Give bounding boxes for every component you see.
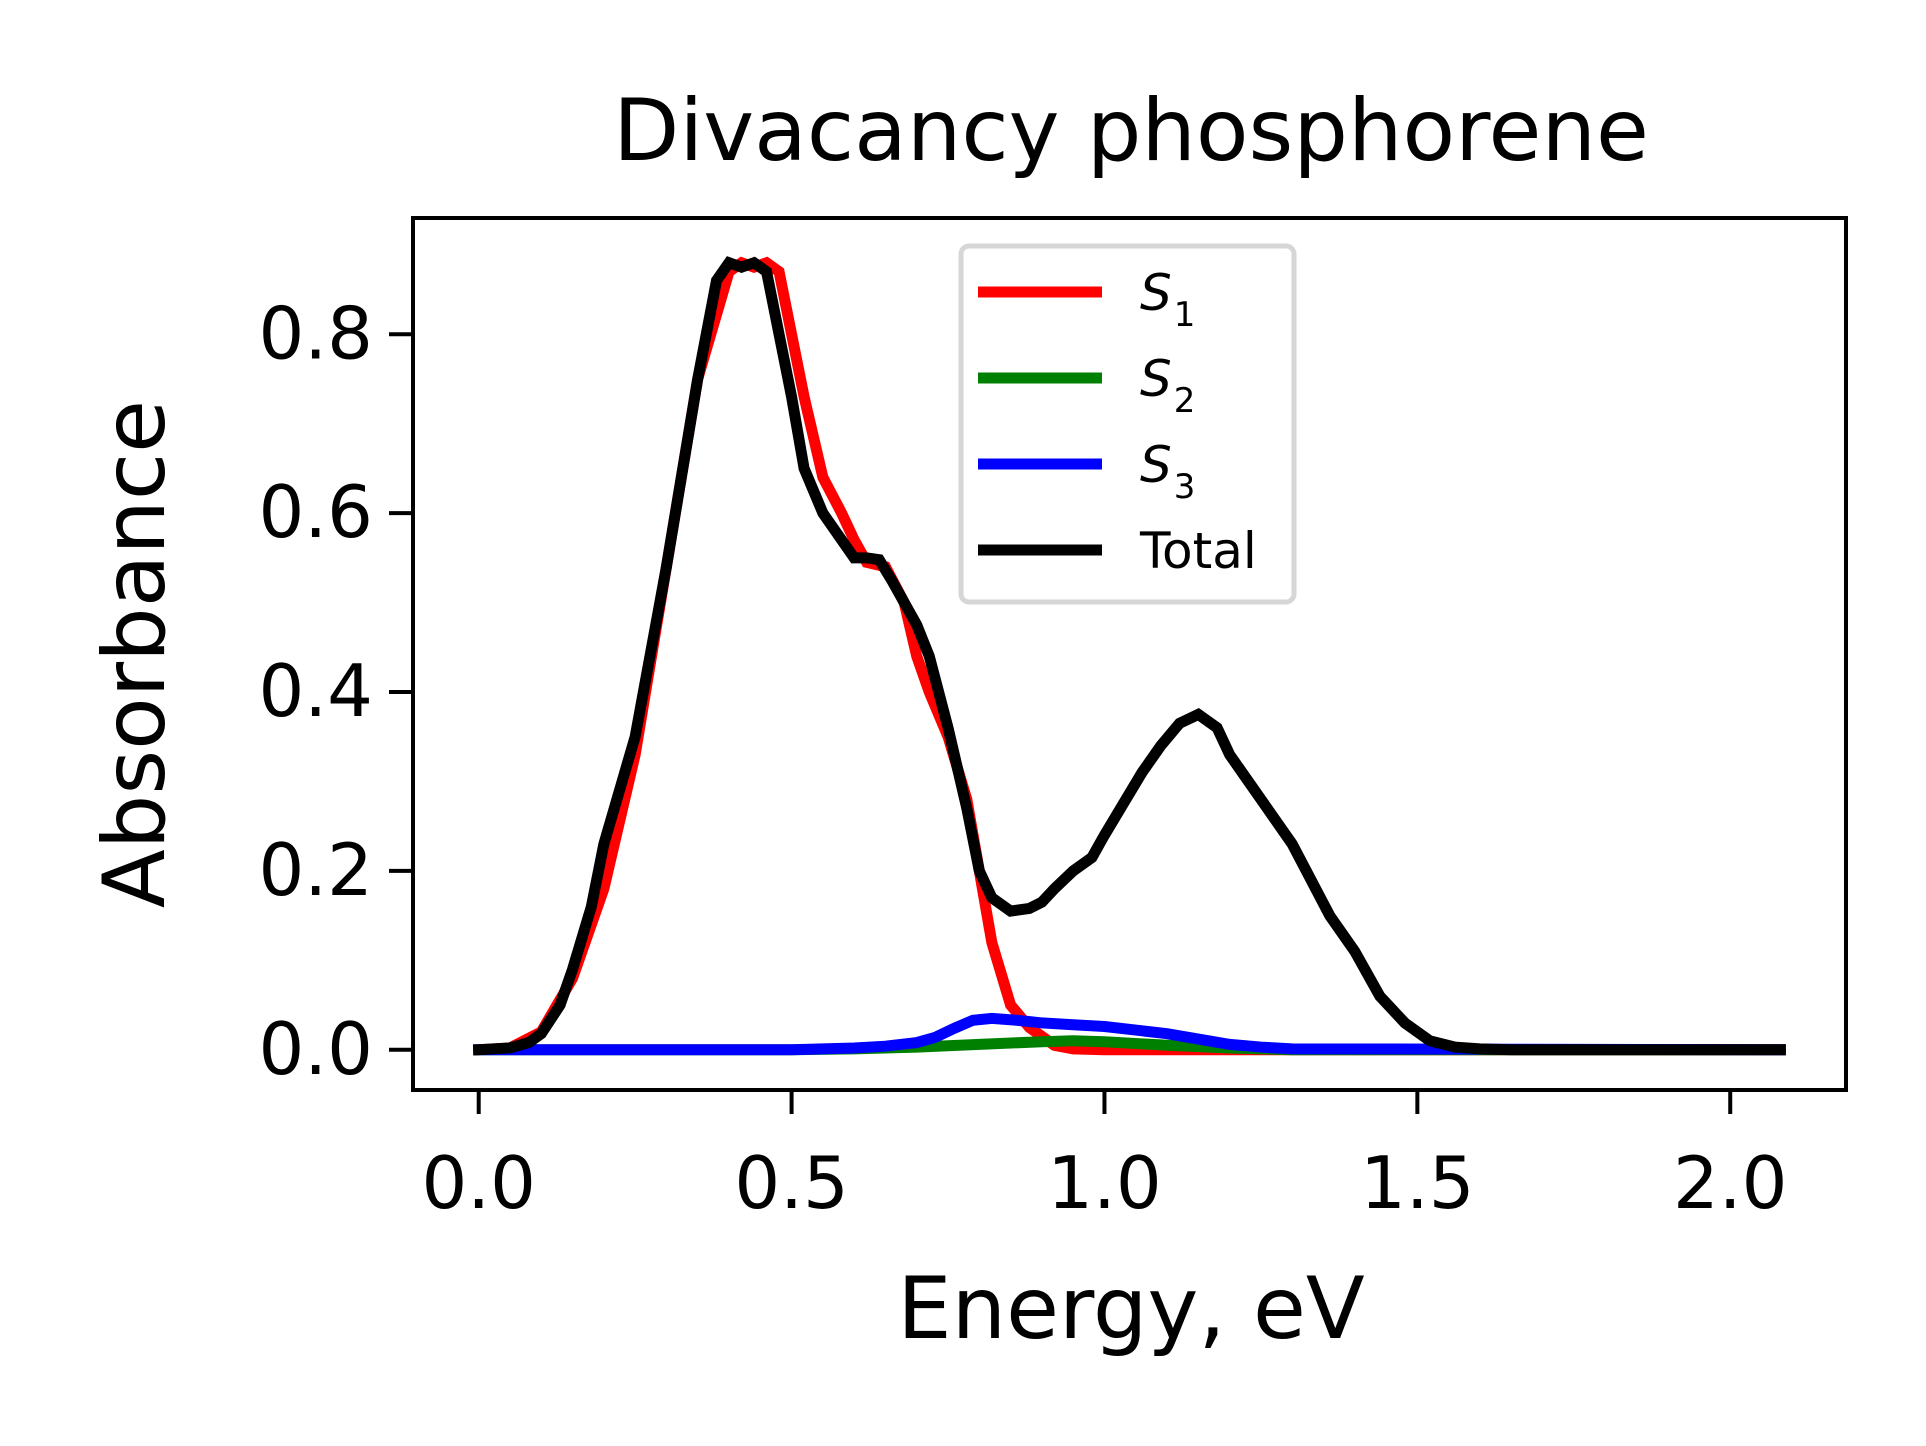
x-tick-label: 1.0 xyxy=(1047,1141,1162,1225)
legend-label-s2: S2 xyxy=(1140,350,1195,421)
legend-label-subscript: 1 xyxy=(1174,295,1196,335)
legend-label-subscript: 3 xyxy=(1174,467,1196,507)
series-line-s3 xyxy=(473,1012,1786,1056)
y-tick-label: 0.2 xyxy=(258,828,373,912)
legend-label-total: Total xyxy=(1139,522,1257,580)
y-axis: 0.0 0.2 0.4 0.6 0.8 xyxy=(258,291,413,1091)
y-tick-label: 0.0 xyxy=(258,1007,373,1091)
x-tick-label: 2.0 xyxy=(1673,1141,1788,1225)
legend-box xyxy=(958,243,1297,605)
plot-area: 0.0 0.5 1.0 1.5 2.0 0.0 0.2 0.4 0.6 0.8 xyxy=(258,216,1848,1225)
x-tick-label: 1.5 xyxy=(1360,1141,1475,1225)
x-axis: 0.0 0.5 1.0 1.5 2.0 xyxy=(421,1090,1787,1225)
x-axis-label: Energy, eV xyxy=(897,1259,1365,1359)
legend-label-subscript: 2 xyxy=(1174,381,1196,421)
y-axis-label: Absorbance xyxy=(85,400,185,908)
y-tick-label: 0.6 xyxy=(258,470,373,554)
series-line-total xyxy=(472,256,1786,1056)
chart-title: Divacancy phosphorene xyxy=(613,81,1649,181)
series-layer xyxy=(472,256,1786,1056)
x-tick-label: 0.0 xyxy=(421,1141,536,1225)
plot-frame xyxy=(411,216,1848,1092)
legend-label-s1: S1 xyxy=(1140,264,1195,335)
y-tick-label: 0.8 xyxy=(258,291,373,375)
legend-label-main: S xyxy=(1140,350,1172,408)
y-tick-label: 0.4 xyxy=(258,649,373,733)
legend-label-main: S xyxy=(1140,436,1172,494)
legend-label-main: S xyxy=(1140,264,1172,322)
legend-label-main: Total xyxy=(1139,522,1257,580)
x-tick-label: 0.5 xyxy=(734,1141,849,1225)
legend-label-s3: S3 xyxy=(1140,436,1195,507)
